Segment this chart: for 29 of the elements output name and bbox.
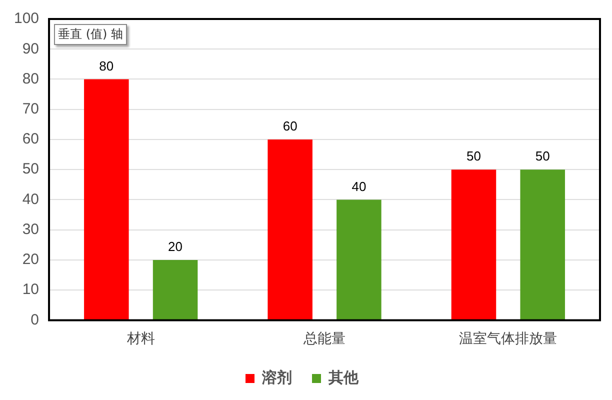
y-tick-label: 70 — [22, 100, 40, 118]
data-label: 40 — [352, 178, 366, 194]
y-tick-label: 40 — [22, 190, 40, 208]
data-label: 20 — [168, 239, 183, 254]
y-tick-label: 10 — [22, 281, 40, 298]
bar — [336, 200, 382, 320]
y-tick-label: 20 — [22, 251, 40, 268]
y-tick-label: 50 — [22, 160, 40, 178]
y-tick-label: 0 — [30, 311, 40, 328]
x-tick-label: 材料 — [126, 331, 155, 348]
data-label: 60 — [282, 118, 298, 134]
y-tick-label: 80 — [22, 70, 40, 88]
legend-label: 其他 — [328, 368, 360, 386]
annotation: 垂直 (值) 轴 — [54, 24, 127, 45]
y-tick-label: 90 — [22, 40, 40, 58]
x-tick-label: 温室气体排放量 — [459, 331, 558, 348]
legend-label: 溶剂 — [261, 368, 292, 386]
bar — [451, 170, 496, 320]
x-tick-label: 总能量 — [302, 331, 346, 348]
y-tick-label: 30 — [22, 220, 40, 238]
bar — [84, 79, 129, 320]
bar — [520, 170, 565, 320]
data-label: 80 — [99, 58, 114, 74]
data-label: 50 — [466, 148, 481, 164]
bar — [268, 139, 312, 320]
y-tick-label: 100 — [14, 10, 40, 28]
data-label: 50 — [535, 148, 550, 164]
bar — [152, 260, 198, 320]
y-tick-label: 60 — [22, 130, 40, 148]
